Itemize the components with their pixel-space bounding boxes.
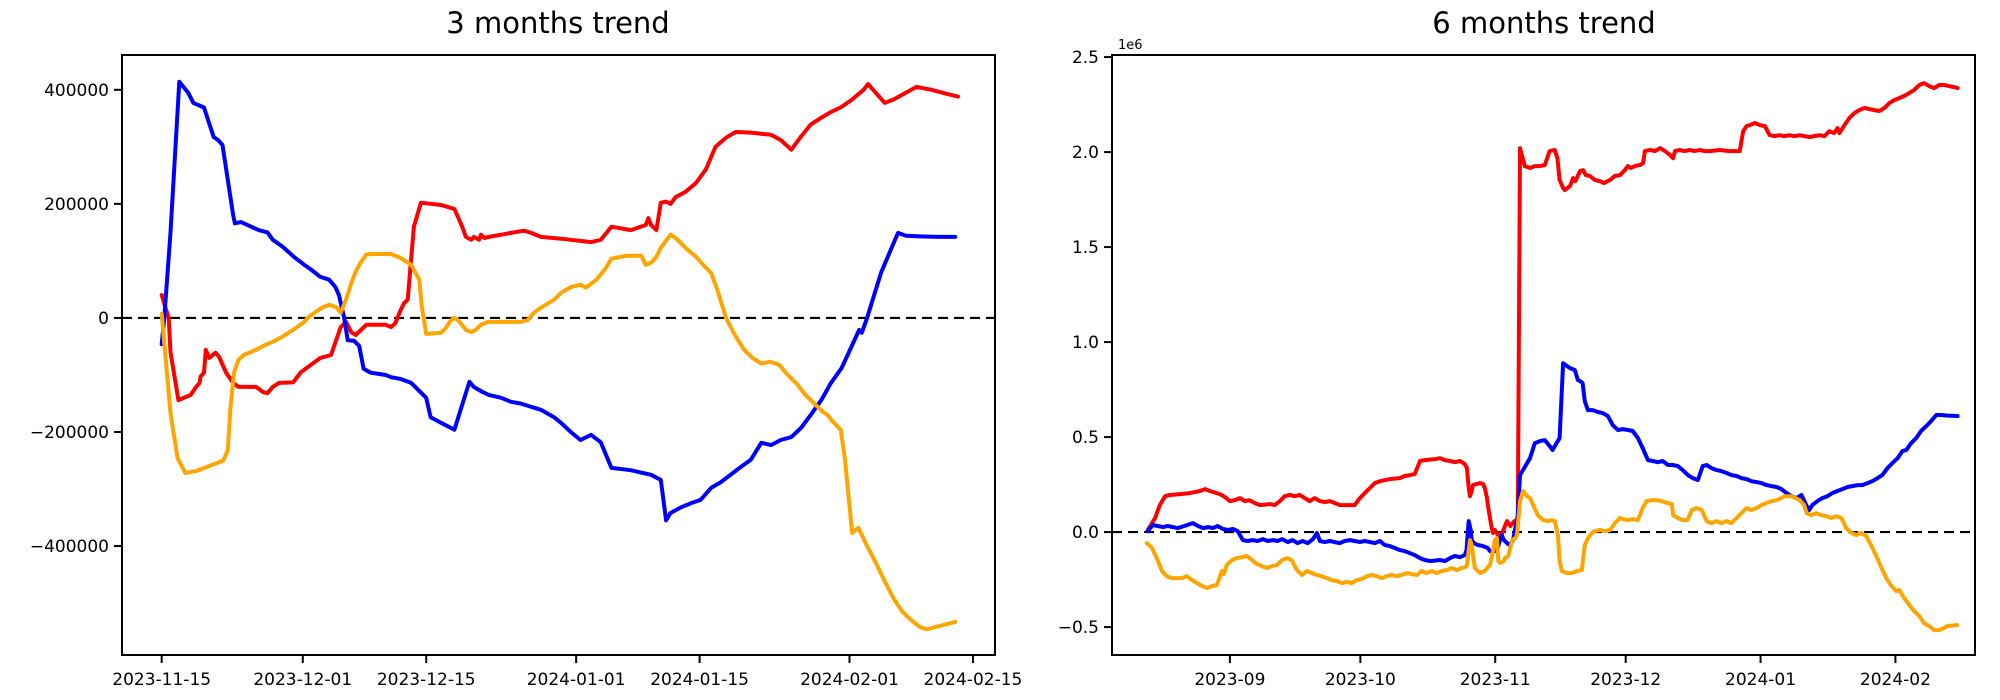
chart-6-months-trend: 6 months trend 1e6 2.5 2.0 1.5 1.0 0.5 0.0 −0.… — [1058, 6, 1976, 690]
y-tick-label: 0.0 — [1072, 523, 1099, 543]
x-tick-label: 2023-12-15 — [377, 670, 476, 690]
x-tick-label: 2023-11 — [1460, 670, 1531, 690]
series-red-line — [159, 82, 960, 403]
chart-3-months-trend: 3 months trend 400000 200000 0 −200000 −4000… — [30, 6, 1022, 690]
plot-frame — [1111, 54, 1976, 656]
x-tick-label: 2023-10 — [1325, 670, 1396, 690]
y-tick-label: 2.0 — [1072, 143, 1099, 163]
plot-frame — [121, 54, 996, 656]
x-tick-label: 2024-02 — [1860, 670, 1931, 690]
x-tick-label: 2024-01 — [1725, 670, 1796, 690]
x-tick-label: 2024-01-01 — [527, 670, 626, 690]
x-tick-label: 2023-12-01 — [253, 670, 352, 690]
series-blue-line — [159, 79, 958, 523]
y-tick-label: 1.0 — [1072, 333, 1099, 353]
x-tick-label: 2023-09 — [1194, 670, 1265, 690]
y-tick-label: 0 — [98, 309, 109, 329]
y-tick-label: 0.5 — [1072, 428, 1099, 448]
y-tick-label: 1.5 — [1072, 238, 1099, 258]
series-orange-line — [159, 232, 958, 632]
x-tick-label: 2023-12 — [1590, 670, 1661, 690]
series-red-line — [1145, 81, 1960, 541]
y-axis-offset-label: 1e6 — [1118, 38, 1143, 53]
x-tick-label: 2024-01-15 — [650, 670, 749, 690]
y-tick-label: 200000 — [44, 195, 109, 215]
x-tick-label: 2024-02-01 — [800, 670, 899, 690]
y-tick-label: −0.5 — [1058, 618, 1099, 638]
y-tick-label: −400000 — [30, 537, 109, 557]
y-tick-label: 2.5 — [1072, 48, 1099, 68]
y-tick-label: −200000 — [30, 423, 109, 443]
series-orange-line — [1144, 489, 1960, 633]
y-tick-label: 400000 — [44, 81, 109, 101]
chart-title-6-months: 6 months trend — [1432, 6, 1655, 40]
chart-title-3-months: 3 months trend — [446, 6, 669, 40]
x-tick-label: 2024-02-15 — [924, 670, 1023, 690]
x-tick-label: 2023-11-15 — [112, 670, 211, 690]
series-blue-line — [1145, 361, 1960, 564]
